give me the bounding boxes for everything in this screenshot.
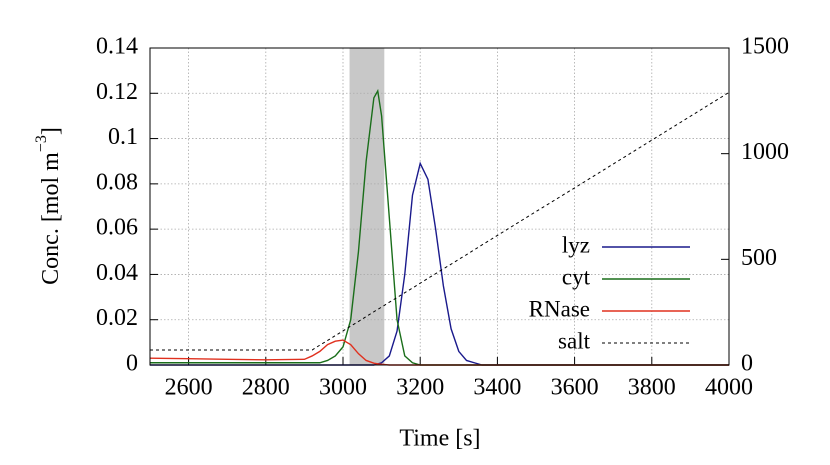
x-tick-label: 4000 [705, 375, 753, 401]
series-line [150, 88, 729, 366]
x-tick-label: 3200 [396, 375, 444, 401]
y2-tick-label: 0 [741, 351, 753, 377]
shaded-region [349, 48, 385, 365]
legend-label: cyt [562, 264, 591, 289]
legend-label: lyz [562, 232, 590, 257]
legend-label: RNase [529, 296, 590, 321]
x-tick-label: 3600 [551, 375, 599, 401]
y2-tick-label: 1500 [741, 34, 789, 60]
y-tick-label: 0.12 [96, 79, 138, 105]
x-tick-label: 2600 [165, 375, 213, 401]
y2-tick-label: 1000 [741, 139, 789, 165]
series-line [150, 161, 729, 366]
y-tick-label: 0.02 [96, 305, 138, 331]
plot-frame [149, 47, 730, 366]
y2-tick-label: 500 [741, 245, 777, 271]
y-axis-label: Conc. [mol m−3] [33, 127, 64, 285]
series-line [149, 339, 729, 366]
y-label-main: Conc. [mol m [38, 152, 64, 285]
x-axis-label: Time [s] [399, 426, 480, 452]
y-tick-label: 0 [126, 351, 138, 377]
y-tick-label: 0.06 [96, 215, 138, 241]
y-tick-label: 0.14 [96, 34, 138, 60]
y-tick-label: 0.1 [108, 124, 138, 150]
series-line [150, 91, 730, 351]
y-tick-label: 0.08 [96, 169, 138, 195]
x-tick-label: 3000 [319, 375, 367, 401]
x-tick-label: 2800 [242, 375, 290, 401]
y-label-end: ] [38, 127, 64, 135]
x-tick-label: 3800 [628, 375, 676, 401]
legend-label: salt [558, 328, 591, 353]
x-tick-label: 3400 [473, 375, 521, 401]
y-tick-label: 0.04 [96, 260, 138, 286]
y-label-sup: −3 [33, 135, 50, 152]
